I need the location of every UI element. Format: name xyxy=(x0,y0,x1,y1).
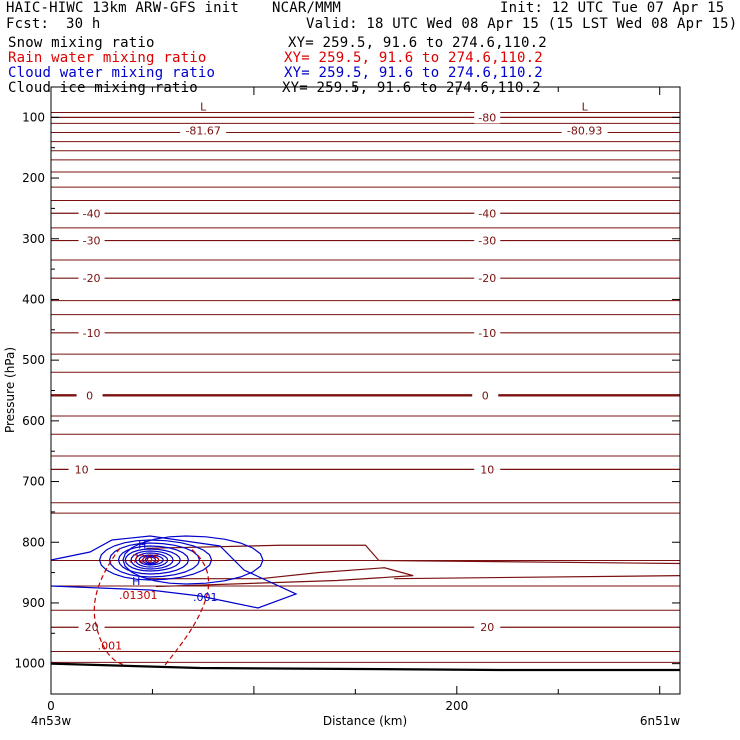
isotherm-label-bg xyxy=(474,207,501,220)
isotherm-label-bg xyxy=(474,463,501,476)
y-tick-label-400: 400 xyxy=(22,292,45,306)
isotherm-label-bg xyxy=(78,207,105,220)
y-tick-label-300: 300 xyxy=(22,232,45,246)
isotherm-label-bg xyxy=(76,389,103,402)
isotherm-label--40: -40 xyxy=(478,207,496,220)
cloud-water-max-marker-0: H xyxy=(138,538,146,551)
cloud-water-contour xyxy=(108,542,201,578)
y-tick-label-100: 100 xyxy=(22,110,45,124)
terrain-line xyxy=(50,662,680,672)
cloud-water-contour xyxy=(117,545,190,575)
x-end-label: 6n51w xyxy=(640,714,681,728)
isotherm-label--30: -30 xyxy=(478,235,496,248)
forecast-hour: 30 h xyxy=(66,16,101,32)
x-axis-title: Distance (km) xyxy=(323,714,407,728)
cloud-water-value-2: .001 xyxy=(193,591,218,604)
isotherm-label-20: 20 xyxy=(480,621,494,634)
y-tick-label-700: 700 xyxy=(22,475,45,489)
y-tick-label-900: 900 xyxy=(22,596,45,610)
isotherm-label-bg xyxy=(472,389,499,402)
isotherm-label-bg xyxy=(474,621,501,634)
isotherm-wedge-2 xyxy=(394,575,681,580)
valid-time: Valid: 18 UTC Wed 08 Apr 15 (15 LST Wed … xyxy=(306,16,738,32)
isotherm-label-bg xyxy=(474,234,501,247)
field-xy-cloud-ice: XY= 259.5, 91.6 to 274.6,110.2 xyxy=(282,80,541,96)
isotherm-label--80: -80 xyxy=(478,111,496,124)
isotherm-label-bg xyxy=(78,621,105,634)
cloud-water-contour xyxy=(142,555,160,565)
isotherm-label-10: 10 xyxy=(75,463,89,476)
isotherm-label-bg xyxy=(474,272,501,285)
cloud-water-contour xyxy=(124,548,181,572)
y-axis-title: Pressure (hPa) xyxy=(3,347,17,433)
field-name-snow: Snow mixing ratio xyxy=(8,35,155,51)
y-tick-label-800: 800 xyxy=(22,535,45,549)
isotherm-label-bg xyxy=(78,234,105,247)
min-value-bg xyxy=(561,125,608,138)
min-marker-1: L xyxy=(582,101,589,114)
isotherm-label--10: -10 xyxy=(478,327,496,340)
isotherm-wedge-1 xyxy=(146,567,414,588)
x-tick-label-200: 200 xyxy=(445,699,468,713)
cloud-water-outer-contour xyxy=(50,535,298,609)
rain-contour xyxy=(93,547,210,666)
field-xy-rain: XY= 259.5, 91.6 to 274.6,110.2 xyxy=(284,50,543,66)
cloud-water-contour xyxy=(98,539,213,581)
cloud-water-contour xyxy=(134,552,169,568)
cloud-water-max-marker-1: H xyxy=(132,575,140,588)
isotherm-label-0: 0 xyxy=(86,389,93,402)
field-xy-snow: XY= 259.5, 91.6 to 274.6,110.2 xyxy=(288,35,547,51)
cloud-water-value-0: .7265 xyxy=(129,552,161,565)
min-value-1: -80.93 xyxy=(567,125,602,138)
isotherm-wedge-0 xyxy=(146,544,681,565)
cloud-water-contour xyxy=(122,535,264,585)
y-tick-label-1000: 1000 xyxy=(14,657,45,671)
y-tick-label-500: 500 xyxy=(22,353,45,367)
isotherm-label--30: -30 xyxy=(83,235,101,248)
forecast-label: Fcst: xyxy=(6,16,50,32)
isotherm-label--20: -20 xyxy=(478,272,496,285)
field-name-rain: Rain water mixing ratio xyxy=(8,50,207,66)
init-time: Init: 12 UTC Tue 07 Apr 15 xyxy=(500,0,725,16)
cloud-water-contour xyxy=(130,550,174,570)
min-value-bg xyxy=(180,125,227,138)
isotherm-label-bg xyxy=(68,463,95,476)
isotherm-label-0: 0 xyxy=(482,389,489,402)
model-title: HAIC-HIWC 13km ARW-GFS init xyxy=(6,0,239,16)
field-name-cloud-water: Cloud water mixing ratio xyxy=(8,65,216,81)
y-tick-label-600: 600 xyxy=(22,414,45,428)
isotherm-label--40: -40 xyxy=(83,207,101,220)
min-marker-0: L xyxy=(200,101,207,114)
isotherm-label-20: 20 xyxy=(85,621,99,634)
center-label: NCAR/MMM xyxy=(272,0,342,16)
y-tick-label-200: 200 xyxy=(22,171,45,185)
isotherm-label--20: -20 xyxy=(83,272,101,285)
plot-frame xyxy=(50,86,681,695)
rain-value-0: .001 xyxy=(98,639,123,652)
isotherm-label-bg xyxy=(78,272,105,285)
x-start-label: 4n53w xyxy=(31,714,72,728)
isotherm-label-10: 10 xyxy=(480,463,494,476)
cloud-water-contour xyxy=(144,556,157,564)
field-xy-cloud-water: XY= 259.5, 91.6 to 274.6,110.2 xyxy=(284,65,543,81)
field-name-cloud-ice: Cloud ice mixing ratio xyxy=(8,80,198,96)
min-value-0: -81.67 xyxy=(185,125,220,138)
isotherm-label-bg xyxy=(78,326,105,339)
isotherm-label--10: -10 xyxy=(83,327,101,340)
cloud-water-value-1: .01301 xyxy=(119,589,158,602)
isotherm-label-bg xyxy=(474,326,501,339)
x-tick-label-0: 0 xyxy=(47,699,55,713)
isotherm-label-bg xyxy=(474,111,501,124)
cloud-water-contour xyxy=(138,554,164,566)
